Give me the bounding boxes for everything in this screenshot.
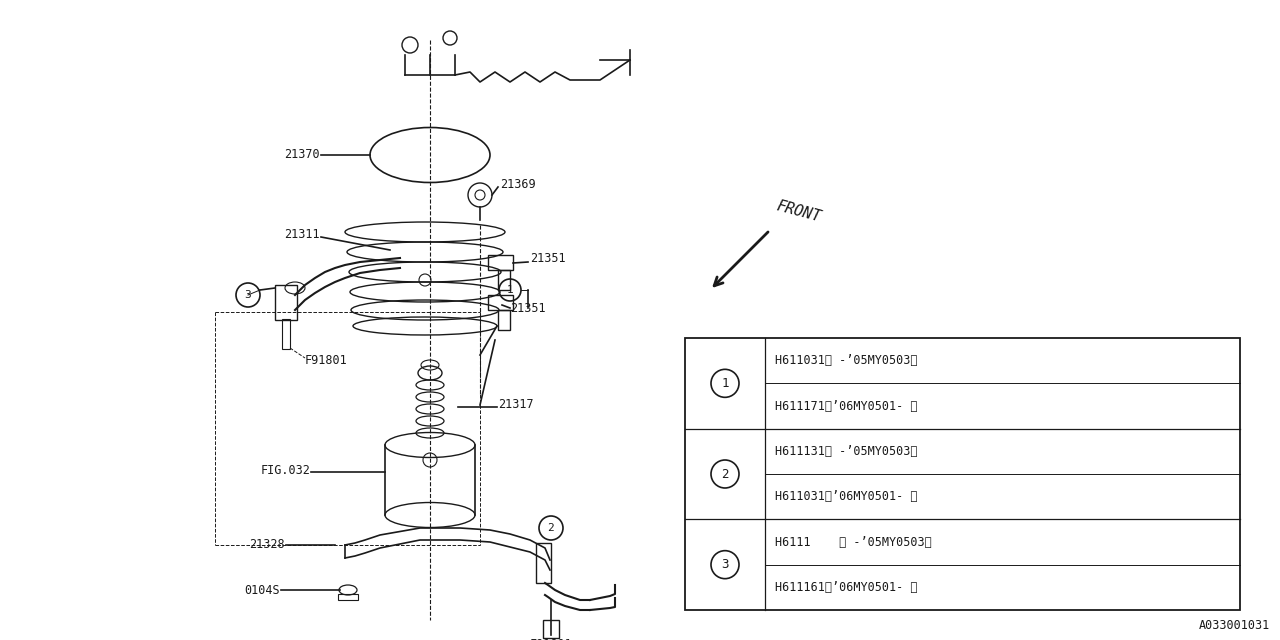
Bar	[488, 295, 513, 310]
Text: 1: 1	[721, 377, 728, 390]
Bar	[488, 255, 513, 270]
Text: F91801: F91801	[305, 353, 348, 367]
Text: 21369: 21369	[500, 179, 535, 191]
Text: F91801: F91801	[530, 639, 572, 640]
Text: 3: 3	[721, 558, 728, 571]
Text: A033001031: A033001031	[1199, 619, 1270, 632]
Text: 21311: 21311	[284, 228, 320, 241]
Text: H611031（ -’05MY0503）: H611031（ -’05MY0503）	[774, 354, 918, 367]
Bar	[536, 543, 550, 583]
Text: 0104S: 0104S	[244, 584, 280, 596]
Bar	[282, 319, 291, 349]
Text: FRONT: FRONT	[774, 198, 823, 225]
Text: H611031（’06MY0501- ）: H611031（’06MY0501- ）	[774, 490, 918, 503]
Text: 2: 2	[721, 467, 728, 481]
Bar	[685, 338, 1240, 610]
Text: 21317: 21317	[498, 399, 534, 412]
Text: H611171（’06MY0501- ）: H611171（’06MY0501- ）	[774, 399, 918, 413]
Text: 2: 2	[548, 523, 554, 533]
Text: 21351: 21351	[509, 301, 545, 314]
Bar	[543, 620, 559, 638]
Text: 21370: 21370	[284, 148, 320, 161]
Text: 3: 3	[244, 290, 251, 300]
Text: H6111    （ -’05MY0503）: H6111 （ -’05MY0503）	[774, 536, 932, 548]
Text: 1: 1	[507, 285, 513, 295]
Bar	[275, 285, 297, 320]
Text: FIG.032: FIG.032	[260, 463, 310, 477]
Text: H611131（ -’05MY0503）: H611131（ -’05MY0503）	[774, 445, 918, 458]
Bar	[498, 270, 509, 290]
Bar	[498, 310, 509, 330]
Text: 21328: 21328	[250, 538, 285, 552]
Bar	[338, 594, 358, 600]
Text: H611161（’06MY0501- ）: H611161（’06MY0501- ）	[774, 581, 918, 594]
Text: 21351: 21351	[530, 252, 566, 264]
